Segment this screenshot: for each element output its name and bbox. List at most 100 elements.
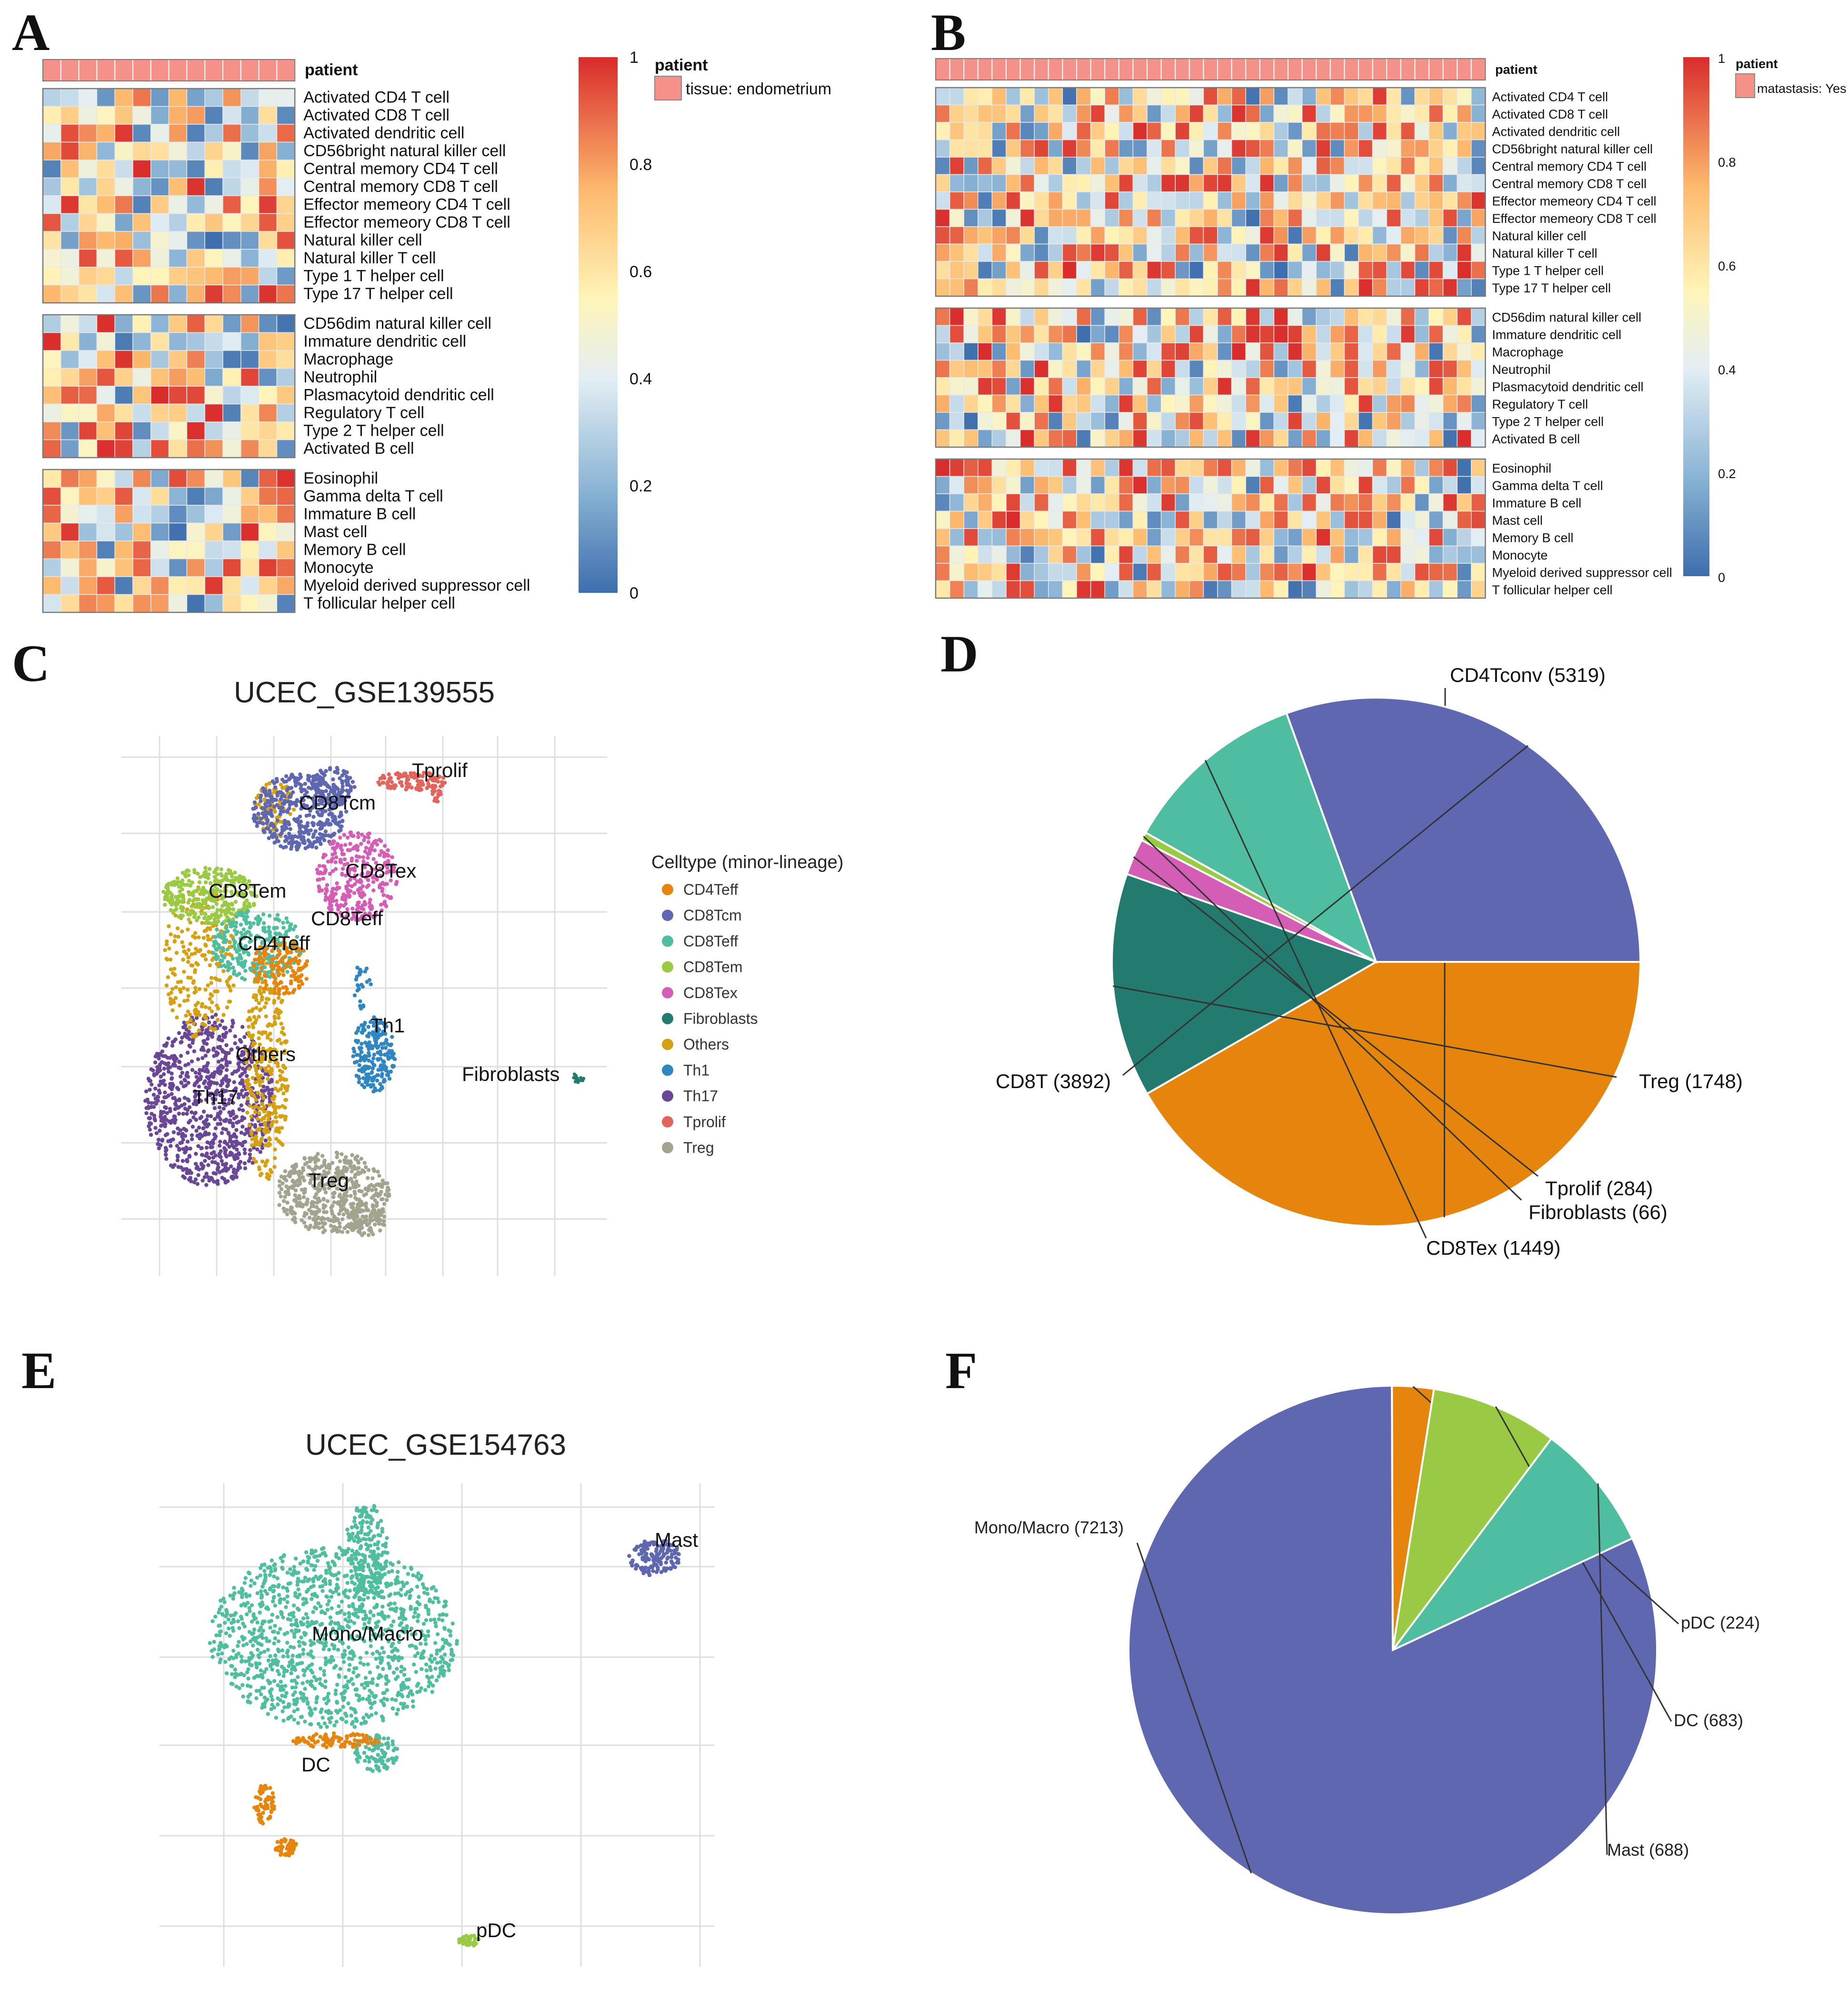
- annotation-cell: [1344, 58, 1359, 80]
- heatmap-cell: [186, 195, 205, 214]
- heatmap-cell: [1203, 580, 1218, 599]
- heatmap-cell: [258, 267, 278, 286]
- umap-point: [231, 971, 236, 976]
- heatmap-cell: [1471, 174, 1486, 192]
- heatmap-cell: [1104, 87, 1119, 106]
- umap-point: [251, 1157, 256, 1161]
- heatmap-cell: [1019, 226, 1035, 245]
- heatmap-cell: [1273, 510, 1289, 529]
- heatmap-cell: [1442, 342, 1458, 361]
- umap-point: [336, 1171, 341, 1175]
- heatmap-cell: [1048, 412, 1063, 430]
- heatmap-cell: [150, 177, 170, 196]
- umap-point: [242, 1161, 247, 1166]
- umap-point: [200, 1179, 205, 1183]
- heatmap-cell: [991, 278, 1007, 297]
- umap-point: [185, 1073, 189, 1078]
- heatmap-cell: [935, 157, 950, 175]
- umap-point: [164, 1152, 168, 1157]
- umap-point: [151, 1068, 155, 1072]
- heatmap-cell: [150, 160, 170, 179]
- heatmap-cell: [1048, 459, 1063, 477]
- heatmap-cell: [1471, 191, 1486, 210]
- umap-point: [179, 1080, 183, 1085]
- heatmap-cell: [150, 249, 170, 268]
- heatmap-cell: [258, 505, 278, 524]
- heatmap-cell: [1147, 545, 1162, 564]
- heatmap-cell: [1259, 429, 1275, 448]
- heatmap-cell: [1301, 122, 1317, 140]
- heatmap-cell: [949, 87, 964, 106]
- umap-point: [165, 1111, 169, 1115]
- umap-point: [180, 940, 184, 944]
- heatmap-cell: [1442, 174, 1458, 192]
- umap-point: [254, 805, 258, 810]
- umap-point: [225, 915, 230, 920]
- heatmap-cell: [1428, 510, 1444, 529]
- umap-point: [316, 1158, 320, 1162]
- umap-point: [166, 975, 170, 980]
- umap-point: [254, 1104, 258, 1109]
- umap-point: [257, 1001, 261, 1005]
- umap-point: [183, 1150, 187, 1155]
- heatmap-cell: [276, 141, 295, 160]
- heatmap-cell: [1372, 394, 1387, 413]
- umap-point: [200, 1162, 204, 1167]
- umap-point: [212, 1081, 217, 1085]
- umap-title-c: UCEC_GSE139555: [234, 676, 495, 709]
- annotation-cell: [150, 59, 170, 81]
- heatmap-cell: [935, 580, 950, 599]
- heatmap-group-border: [935, 458, 1486, 599]
- heatmap-cell: [1062, 209, 1077, 227]
- heatmap-cell: [1217, 157, 1232, 175]
- heatmap-row-label: Central memory CD8 T cell: [303, 178, 498, 196]
- heatmap-cell: [96, 439, 115, 458]
- umap-point: [257, 1059, 261, 1063]
- heatmap-cell: [168, 332, 188, 351]
- heatmap-cell: [1048, 226, 1063, 245]
- umap-point: [283, 823, 288, 828]
- heatmap-cell: [1301, 87, 1317, 106]
- umap-point: [228, 1120, 232, 1124]
- umap-point: [265, 1175, 269, 1180]
- umap-point: [287, 806, 291, 810]
- umap-point: [154, 1101, 159, 1106]
- umap-point: [327, 812, 331, 817]
- heatmap-cell: [978, 87, 993, 106]
- heatmap-cell: [1414, 476, 1429, 494]
- umap-point: [270, 958, 274, 962]
- umap-point: [344, 810, 349, 814]
- umap-point: [206, 983, 210, 988]
- umap-point: [180, 870, 185, 875]
- heatmap-cell: [204, 177, 223, 196]
- umap-point: [235, 890, 239, 894]
- umap-point: [228, 940, 232, 945]
- heatmap-cell: [1471, 528, 1486, 547]
- heatmap-cell: [78, 213, 98, 232]
- heatmap-cell: [1273, 308, 1289, 326]
- heatmap-cell: [1217, 476, 1232, 494]
- umap-point: [149, 1105, 153, 1110]
- heatmap-cell: [78, 124, 98, 143]
- umap-point: [280, 805, 284, 810]
- umap-point: [367, 1233, 371, 1237]
- heatmap-cell: [1400, 476, 1416, 494]
- umap-point: [281, 1026, 285, 1030]
- heatmap-cell: [1104, 580, 1119, 599]
- heatmap-cell: [258, 249, 278, 268]
- heatmap-cell: [1273, 226, 1289, 245]
- umap-point: [295, 935, 299, 939]
- umap-point: [237, 880, 241, 884]
- umap-point: [231, 966, 235, 970]
- umap-point: [285, 970, 290, 974]
- umap-point: [169, 1001, 173, 1006]
- heatmap-cell: [1217, 493, 1232, 512]
- heatmap-cell: [1132, 510, 1148, 529]
- heatmap-cell: [1119, 342, 1134, 361]
- heatmap-cell: [1316, 325, 1331, 343]
- umap-point: [245, 904, 249, 909]
- umap-point: [221, 1065, 225, 1070]
- heatmap-cell: [1062, 191, 1077, 210]
- umap-point: [242, 915, 247, 919]
- heatmap-cell: [1442, 459, 1458, 477]
